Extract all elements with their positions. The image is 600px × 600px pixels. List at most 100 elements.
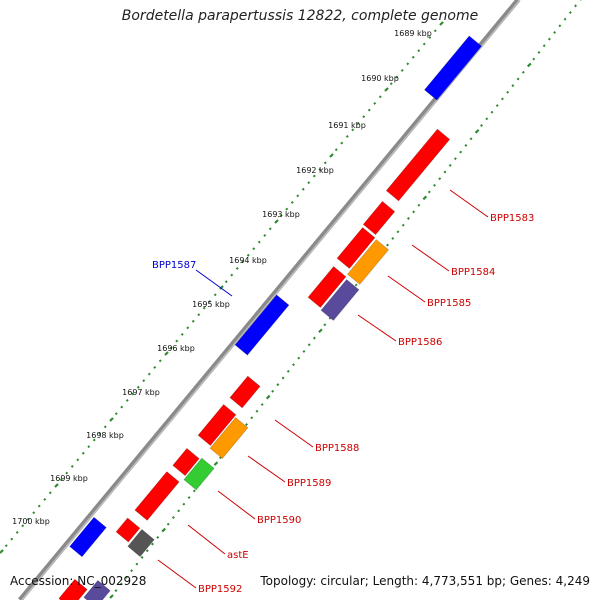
gene-feature[interactable] <box>58 578 88 600</box>
scale-label: 1692 kbp <box>296 166 334 175</box>
tick-mark <box>180 332 184 336</box>
gene-label[interactable]: BPP1586 <box>398 337 442 348</box>
gene-label[interactable]: BPP1584 <box>451 267 495 278</box>
gene-feature[interactable] <box>385 128 451 202</box>
tick-mark <box>318 167 322 171</box>
tick-mark <box>151 542 154 546</box>
gene-feature[interactable] <box>307 266 347 308</box>
gene-feature[interactable] <box>83 580 111 600</box>
tick-mark <box>263 233 267 237</box>
tick-mark <box>109 594 114 599</box>
tick-mark <box>553 31 557 34</box>
tick-mark <box>208 299 212 303</box>
tick-mark <box>312 174 316 178</box>
gene-label[interactable]: BPP1589 <box>287 478 331 489</box>
gene-feature[interactable] <box>362 200 396 236</box>
scale-label: 1691 kbp <box>328 121 366 130</box>
tick-mark <box>153 365 157 369</box>
tick-mark <box>511 84 515 88</box>
tick-mark <box>406 217 410 220</box>
tick-mark <box>286 369 290 373</box>
tick-mark <box>438 177 442 181</box>
outer-tick-ring <box>0 21 444 554</box>
gene-feature[interactable] <box>424 35 482 101</box>
tick-mark <box>568 11 572 14</box>
tick-mark <box>171 516 175 519</box>
tick-mark <box>302 349 306 353</box>
tick-mark <box>103 425 107 429</box>
tick-mark <box>114 589 118 593</box>
gene-label[interactable]: BPP1588 <box>315 443 359 454</box>
scale-label: 1690 kbp <box>361 74 399 83</box>
scale-label: 1695 kbp <box>192 300 230 309</box>
tick-mark <box>235 266 239 270</box>
tick-mark <box>532 57 536 61</box>
tick-mark <box>500 97 504 101</box>
tick-mark <box>186 326 190 330</box>
tick-mark <box>255 409 259 413</box>
gene-label[interactable]: BPP1583 <box>490 213 534 224</box>
tick-mark <box>396 230 400 234</box>
tick-mark <box>516 77 520 81</box>
gene-feature[interactable] <box>347 239 389 285</box>
label-leader-line <box>247 455 286 483</box>
tick-mark <box>485 117 489 121</box>
gene-feature[interactable] <box>134 471 180 521</box>
tick-mark <box>70 464 74 468</box>
gene-feature[interactable] <box>115 517 141 543</box>
tick-mark <box>490 110 494 114</box>
scale-label: 1697 kbp <box>122 388 160 397</box>
tick-mark <box>362 115 366 119</box>
gene-label[interactable]: astE <box>227 550 249 561</box>
gene-label[interactable]: BPP1587 <box>152 260 196 271</box>
tick-mark <box>351 128 355 132</box>
backbone-edge <box>21 0 521 600</box>
tick-mark <box>15 530 19 534</box>
tick-mark <box>219 285 224 290</box>
tick-mark <box>191 319 195 323</box>
tick-mark <box>401 223 405 227</box>
tick-mark <box>166 522 170 526</box>
tick-mark <box>417 203 421 207</box>
tick-mark <box>276 383 280 387</box>
scale-labels: 1689 kbp 1690 kbp 1691 kbp 1692 kbp 1693 kbp… <box>12 29 432 526</box>
gene-label[interactable]: BPP1585 <box>427 298 471 309</box>
gene-feature[interactable] <box>197 404 237 446</box>
tick-mark <box>164 351 169 356</box>
tick-mark <box>124 575 128 579</box>
tick-mark <box>373 101 377 105</box>
gene-feature[interactable] <box>234 294 290 356</box>
tick-mark <box>120 405 124 409</box>
gene-feature[interactable] <box>69 516 107 558</box>
tick-mark <box>246 253 250 257</box>
tick-mark <box>459 150 463 154</box>
tick-mark <box>395 75 399 79</box>
gene-feature[interactable] <box>172 448 200 476</box>
tick-mark <box>279 214 283 218</box>
tick-mark <box>367 108 371 112</box>
gene-feature[interactable] <box>336 227 376 269</box>
label-leader-line <box>387 275 426 303</box>
tick-mark <box>307 181 311 185</box>
tick-mark <box>453 157 457 161</box>
tick-mark <box>422 42 426 46</box>
gene-label[interactable]: BPP1592 <box>198 584 242 595</box>
tick-mark <box>224 280 228 284</box>
gene-feature[interactable] <box>127 529 155 557</box>
tick-mark <box>427 190 431 194</box>
scale-label: 1694 kbp <box>229 256 267 265</box>
tick-mark <box>480 124 483 127</box>
tick-mark <box>177 509 181 513</box>
gene-feature[interactable] <box>320 279 360 321</box>
tick-mark <box>345 134 349 138</box>
gene-feature[interactable] <box>229 375 261 409</box>
tick-mark <box>417 49 421 53</box>
label-leader-line <box>157 559 197 589</box>
gene-features <box>58 35 482 600</box>
gene-label[interactable]: BPP1590 <box>257 515 301 526</box>
tick-mark <box>433 183 436 187</box>
tick-mark <box>265 394 271 400</box>
gene-feature[interactable] <box>209 417 249 459</box>
tick-mark <box>156 535 160 539</box>
gene-feature[interactable] <box>183 457 215 491</box>
